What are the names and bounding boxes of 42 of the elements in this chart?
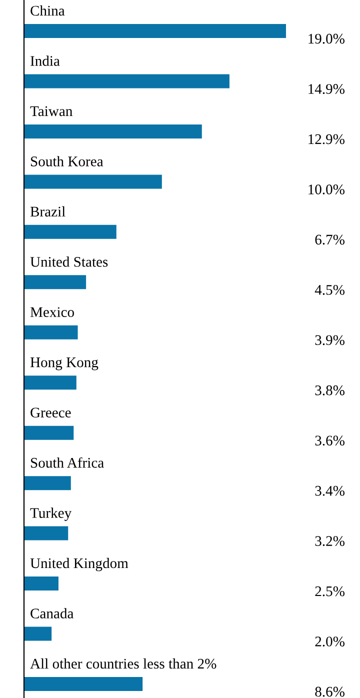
y-tick-label: Hong Kong xyxy=(30,358,98,370)
y-tick-label: Taiwan xyxy=(30,106,72,116)
y-tick-label: India xyxy=(30,56,60,66)
y-tick-label: China xyxy=(30,5,65,16)
bar xyxy=(24,476,71,490)
y-tick-label: Mexico xyxy=(30,307,74,318)
y-tick-label: United Kingdom xyxy=(30,558,128,572)
data-label: 2.5% xyxy=(315,586,345,596)
data-label: 10.0% xyxy=(308,184,345,194)
bar xyxy=(24,224,116,239)
data-label: 4.5% xyxy=(314,284,345,295)
data-label: 2.0% xyxy=(315,636,345,646)
y-tick-label: Turkey xyxy=(30,508,72,521)
data-label: 12.9% xyxy=(308,134,345,144)
bar xyxy=(24,626,52,641)
data-label: 3.8% xyxy=(315,385,345,396)
bar xyxy=(24,275,86,290)
data-label: 3.9% xyxy=(315,335,345,346)
data-label: 19.0% xyxy=(308,34,345,44)
bar xyxy=(24,124,202,138)
bar xyxy=(24,24,286,38)
bar xyxy=(24,526,68,540)
y-tick-label: All other countries less than 2% xyxy=(30,658,216,669)
y-tick-label: United States xyxy=(30,256,108,267)
bar xyxy=(24,325,78,340)
bar xyxy=(24,174,162,189)
bar xyxy=(24,576,58,591)
data-label: 6.7% xyxy=(315,234,345,245)
data-label: 14.9% xyxy=(308,84,345,94)
y-tick-label: South Africa xyxy=(30,457,104,468)
bar xyxy=(24,677,143,691)
bar xyxy=(24,426,74,440)
data-label: 3.6% xyxy=(315,436,345,446)
bar xyxy=(24,376,76,390)
data-label: 3.2% xyxy=(315,536,345,546)
y-tick-label: Greece xyxy=(30,408,71,418)
data-label: 3.4% xyxy=(315,486,345,496)
bar xyxy=(24,74,230,88)
y-tick-label: Brazil xyxy=(30,206,66,217)
data-label: 8.6% xyxy=(315,686,345,697)
y-tick-label: Canada xyxy=(30,608,74,618)
y-tick-label: South Korea xyxy=(30,156,104,166)
